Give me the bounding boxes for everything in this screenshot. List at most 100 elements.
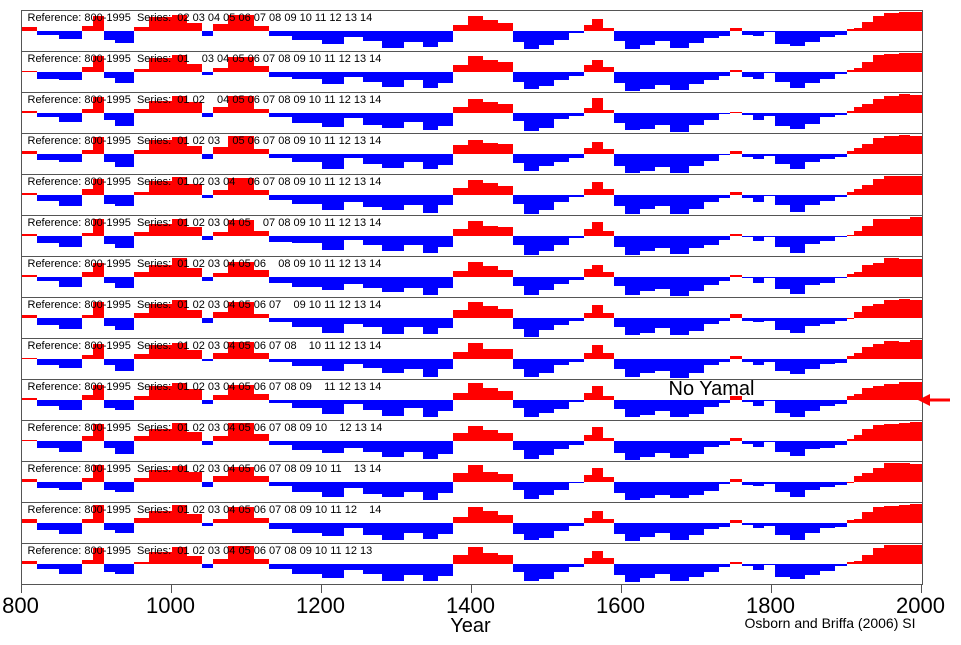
positive-segment: [254, 476, 269, 482]
positive-segment: [483, 553, 498, 564]
negative-segment: [805, 154, 820, 162]
positive-segment: [213, 232, 228, 237]
negative-segment: [59, 195, 82, 206]
negative-segment: [569, 31, 584, 33]
negative-segment: [719, 359, 730, 362]
positive-segment: [884, 96, 899, 113]
positive-segment: [862, 104, 873, 113]
positive-segment: [847, 151, 855, 154]
negative-segment: [689, 318, 704, 331]
panel-13: Reference: 800-1995 Series: 01 02 03 04 …: [22, 503, 922, 544]
negative-segment: [292, 154, 322, 162]
positive-segment: [873, 16, 884, 31]
positive-segment: [254, 434, 269, 441]
negative-segment: [404, 400, 423, 408]
positive-segment: [82, 26, 93, 31]
negative-segment: [363, 31, 382, 41]
negative-segment: [104, 359, 115, 365]
positive-segment: [592, 305, 603, 318]
positive-segment: [899, 342, 910, 359]
positive-segment: [873, 425, 884, 441]
negative-segment: [753, 113, 764, 120]
negative-segment: [820, 482, 835, 487]
negative-segment: [753, 564, 764, 570]
positive-segment: [884, 258, 899, 277]
negative-segment: [689, 72, 704, 84]
negative-segment: [404, 318, 423, 327]
negative-segment: [115, 359, 134, 371]
negative-segment: [269, 564, 292, 569]
positive-segment: [134, 562, 149, 564]
negative-segment: [292, 195, 322, 204]
positive-segment: [884, 219, 899, 236]
positive-segment: [603, 189, 614, 195]
negative-segment: [423, 195, 438, 213]
negative-segment: [37, 31, 60, 35]
positive-segment: [134, 518, 149, 523]
positive-segment: [847, 520, 855, 523]
positive-segment: [592, 19, 603, 31]
negative-segment: [805, 400, 820, 411]
negative-segment: [625, 564, 640, 582]
positive-segment: [134, 272, 149, 277]
negative-segment: [569, 523, 584, 526]
positive-segment: [498, 23, 513, 31]
panel-10: Reference: 800-1995 Series: 01 02 03 04 …: [22, 380, 922, 421]
negative-segment: [554, 236, 569, 245]
negative-segment: [539, 236, 554, 251]
negative-segment: [438, 195, 453, 205]
positive-segment: [134, 354, 149, 359]
positive-segment: [862, 429, 873, 441]
negative-segment: [655, 564, 670, 574]
positive-segment: [498, 391, 513, 400]
positive-segment: [483, 306, 498, 318]
positive-segment: [862, 388, 873, 400]
figure-root: Reference: 800-1995 Series: 02 03 04 05 …: [11, 10, 951, 635]
positive-segment: [584, 393, 592, 400]
positive-segment: [854, 272, 862, 277]
positive-segment: [584, 435, 592, 441]
positive-segment: [603, 396, 614, 400]
negative-segment: [742, 359, 753, 362]
negative-segment: [614, 236, 625, 247]
negative-segment: [554, 72, 569, 80]
negative-segment: [344, 482, 363, 488]
panel-label: Reference: 800-1995 Series: 01 02 03 04 …: [28, 504, 382, 516]
positive-segment: [453, 25, 468, 31]
positive-segment: [873, 179, 884, 195]
positive-segment: [730, 28, 741, 31]
negative-segment: [292, 441, 322, 450]
positive-segment: [22, 71, 37, 72]
negative-segment: [775, 318, 790, 330]
negative-segment: [202, 72, 213, 75]
negative-segment: [614, 31, 625, 41]
panel-14: Reference: 800-1995 Series: 01 02 03 04 …: [22, 544, 922, 584]
negative-segment: [704, 400, 719, 407]
negative-segment: [292, 400, 322, 408]
positive-segment: [82, 560, 93, 564]
negative-segment: [404, 195, 423, 205]
negative-segment: [37, 482, 60, 488]
positive-segment: [22, 111, 37, 113]
positive-segment: [730, 314, 741, 318]
negative-segment: [524, 441, 539, 459]
negative-segment: [37, 154, 60, 160]
negative-segment: [539, 154, 554, 166]
positive-segment: [483, 60, 498, 72]
negative-segment: [104, 523, 115, 530]
negative-segment: [640, 72, 655, 89]
negative-segment: [704, 154, 719, 161]
negative-segment: [115, 400, 134, 410]
negative-segment: [524, 400, 539, 417]
negative-segment: [363, 154, 382, 164]
negative-segment: [513, 400, 524, 408]
positive-segment: [603, 353, 614, 359]
negative-segment: [438, 236, 453, 247]
negative-segment: [524, 195, 539, 214]
negative-segment: [640, 31, 655, 45]
negative-segment: [764, 523, 775, 526]
negative-segment: [753, 441, 764, 447]
positive-segment: [854, 148, 862, 154]
negative-segment: [363, 277, 382, 288]
negative-segment: [670, 154, 689, 173]
